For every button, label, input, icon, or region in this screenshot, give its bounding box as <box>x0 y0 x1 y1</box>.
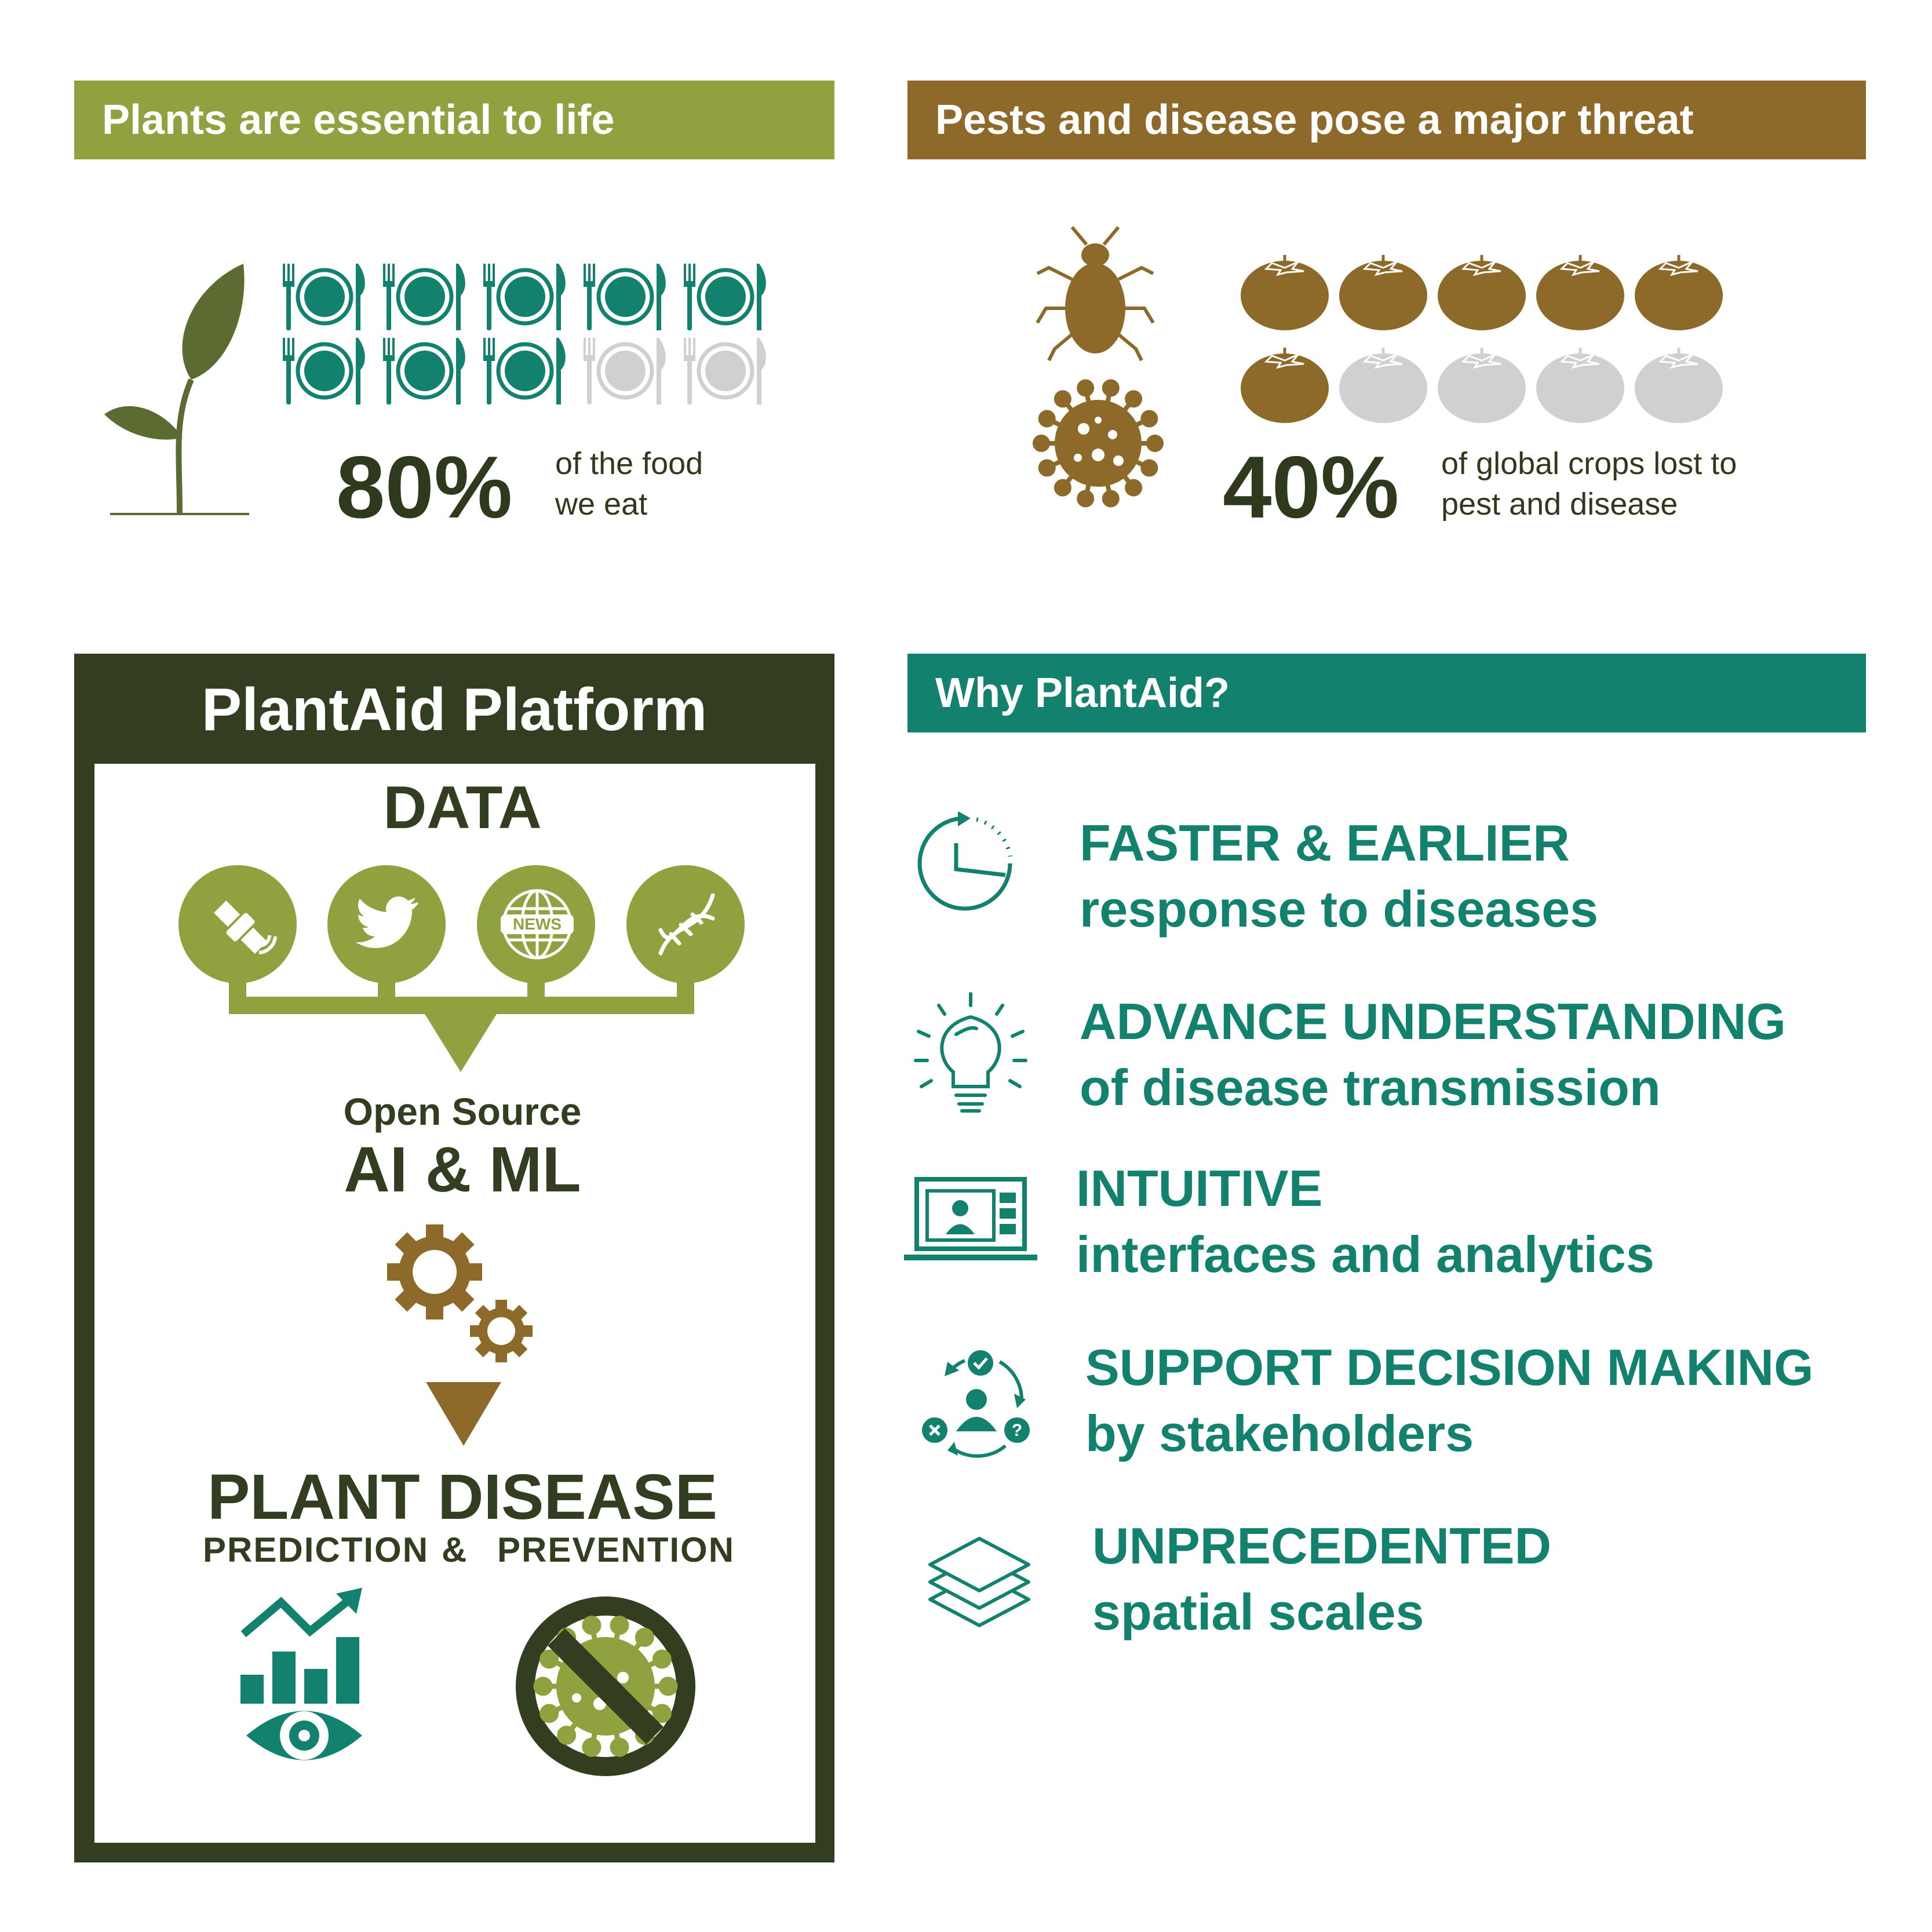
plate-fork-knife-icon <box>283 264 365 330</box>
dna-icon <box>658 893 715 956</box>
laptop-dashboard-icon <box>904 1177 1037 1260</box>
why-item-4-sub: by stakeholders <box>1085 1405 1474 1462</box>
why-item-1-sub: response to diseases <box>1080 880 1599 938</box>
tomato-icon <box>1536 348 1624 423</box>
caption-crops-line1: of global crops lost to <box>1441 446 1737 481</box>
platform-title: PlantAid Platform <box>201 676 708 743</box>
open-source-label: Open Source <box>343 1090 582 1133</box>
tomato-icon <box>1536 255 1624 330</box>
satellite-icon <box>214 901 277 954</box>
plate-fork-knife-icon <box>684 264 766 330</box>
tomato-icon <box>1438 255 1526 330</box>
tomato-icon <box>1241 348 1329 423</box>
why-item-5-sub: spatial scales <box>1092 1583 1424 1641</box>
down-arrow-icon <box>426 1382 501 1446</box>
no-virus-icon <box>516 1596 695 1776</box>
caption-food-line1: of the food <box>555 446 703 481</box>
tomato-icon <box>1635 255 1723 330</box>
percent-40: 40% <box>1223 438 1399 537</box>
why-item-3-heading: INTUITIVE <box>1076 1160 1323 1217</box>
plate-fork-knife-icon <box>584 264 666 330</box>
why-item-4-heading: SUPPORT DECISION MAKING <box>1085 1339 1814 1396</box>
data-label: DATA <box>383 774 542 841</box>
tomato-icon <box>1635 348 1723 423</box>
twitter-bird-icon <box>356 896 418 948</box>
why-item-2-heading: ADVANCE UNDERSTANDING <box>1080 993 1786 1050</box>
seedling-icon <box>104 264 249 515</box>
news-text: NEWS <box>513 915 562 933</box>
why-banner: Why PlantAid? <box>907 654 1866 732</box>
plate-fork-knife-icon <box>383 338 465 404</box>
panel2-banner: Pests and disease pose a major threat <box>907 81 1866 159</box>
plant-disease-label: PLANT DISEASE <box>207 1461 718 1533</box>
bug-icon <box>1036 226 1155 362</box>
why-item-2-sub: of disease transmission <box>1080 1059 1661 1116</box>
ai-ml-label: AI & ML <box>344 1134 581 1205</box>
tomato-icon <box>1438 348 1526 423</box>
virus-icon <box>1033 379 1164 508</box>
ampersand-label: & <box>442 1530 467 1569</box>
plate-fork-knife-icon <box>383 264 465 330</box>
svg-text:?: ? <box>1012 1421 1022 1440</box>
prediction-label: PREDICTION <box>203 1530 429 1569</box>
plate-fork-knife-icon <box>283 338 365 404</box>
caption-crops-line2: pest and disease <box>1441 487 1678 522</box>
gears-icon <box>387 1224 533 1362</box>
lightbulb-icon <box>914 992 1027 1113</box>
plate-fork-knife-icon <box>584 338 666 404</box>
percent-80: 80% <box>336 438 513 537</box>
clock-refresh-icon <box>917 811 1012 911</box>
news-globe-icon: NEWS <box>501 889 574 960</box>
panel1-banner: Plants are essential to life <box>74 81 834 159</box>
caption-food-line2: we eat <box>555 487 648 522</box>
plate-fork-knife-icon <box>684 338 766 404</box>
plate-fork-knife-icon <box>483 264 566 330</box>
why-item-3-sub: interfaces and analytics <box>1076 1226 1654 1283</box>
plate-fork-knife-icon <box>483 338 566 404</box>
why-item-1-heading: FASTER & EARLIER <box>1080 814 1570 872</box>
tomato-icon <box>1339 348 1427 423</box>
tomato-icon <box>1241 255 1329 330</box>
tomato-icon <box>1339 255 1427 330</box>
decision-cycle-icon: ? <box>922 1350 1030 1458</box>
prevention-label: PREVENTION <box>497 1530 735 1569</box>
why-item-5-heading: UNPRECEDENTED <box>1092 1517 1552 1574</box>
chart-eye-icon <box>240 1588 362 1760</box>
layers-icon <box>928 1537 1030 1627</box>
